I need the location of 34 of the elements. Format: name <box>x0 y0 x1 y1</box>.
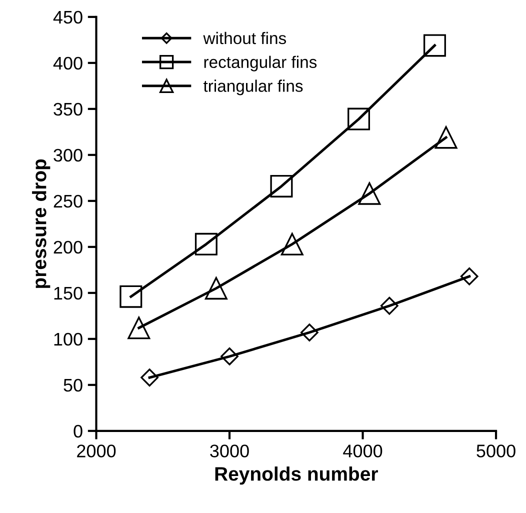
x-tick-label: 2000 <box>77 444 116 458</box>
y-tick-label: 200 <box>54 240 82 254</box>
y-tick-label: 150 <box>54 286 82 300</box>
x-axis-title: Reynolds number <box>215 466 378 485</box>
point <box>434 126 458 149</box>
y-tick-label: 100 <box>54 332 82 346</box>
point <box>220 347 238 366</box>
y-tick-label: 400 <box>53 56 82 70</box>
legend-label: rectangular fins <box>204 56 317 72</box>
y-tick-label: 50 <box>64 378 82 392</box>
point <box>120 285 142 308</box>
y-tick-label: 0 <box>74 424 82 438</box>
x-tick-label: 3000 <box>210 444 249 458</box>
point <box>380 296 398 315</box>
point <box>204 277 228 300</box>
point <box>270 174 293 198</box>
point <box>280 232 304 256</box>
point <box>460 267 478 286</box>
x-tick-label: 4000 <box>343 444 382 458</box>
point <box>140 368 158 386</box>
y-tick-label: 350 <box>54 102 82 116</box>
legend-label: triangular fins <box>203 80 303 96</box>
point <box>423 34 446 57</box>
x-tick-label: 5000 <box>476 444 516 458</box>
y-tick-label: 250 <box>54 194 82 208</box>
point <box>358 182 381 205</box>
point <box>300 324 318 342</box>
point <box>128 316 150 340</box>
point <box>194 232 218 256</box>
point <box>348 108 370 130</box>
y-axis-title: pressure drop <box>32 159 50 288</box>
y-tick-label: 300 <box>54 148 82 162</box>
y-tick-label: 450 <box>53 10 82 24</box>
legend-label: without fins <box>203 32 286 44</box>
